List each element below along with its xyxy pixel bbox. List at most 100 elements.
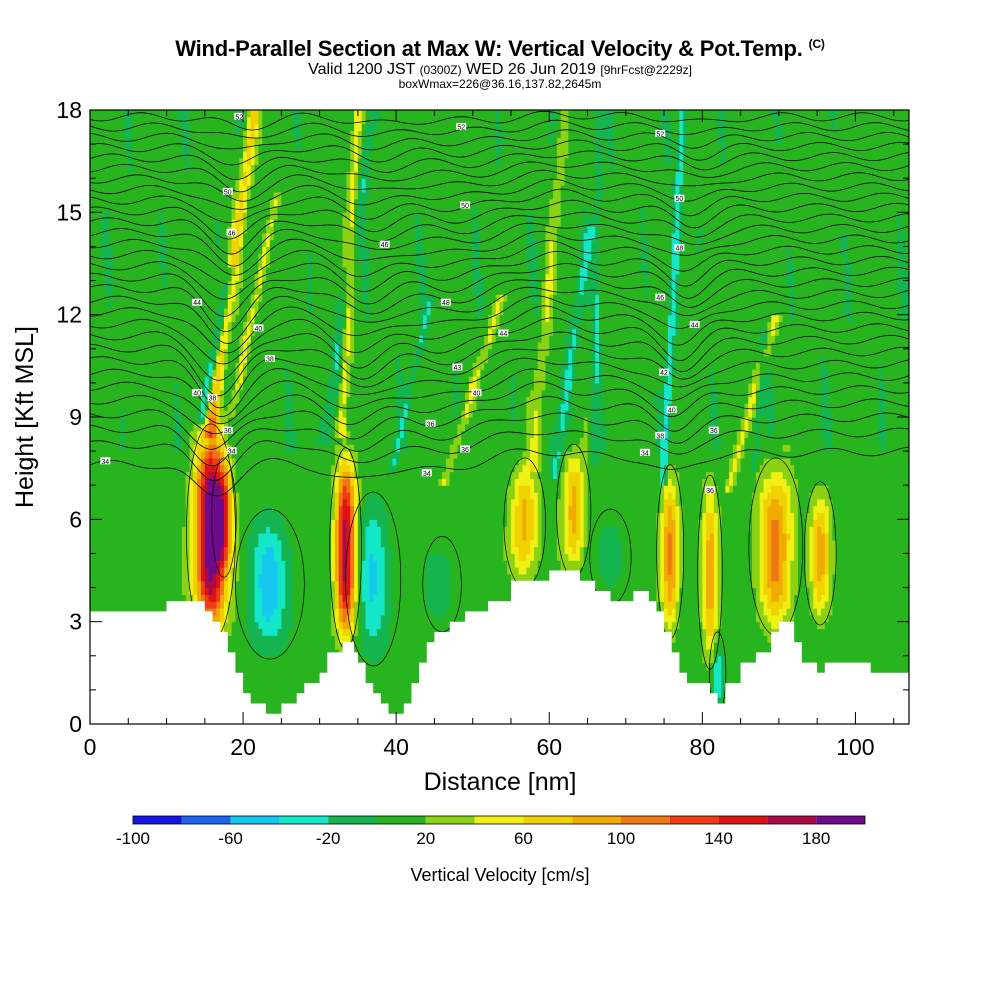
field-cell [243,369,247,376]
field-cell [94,424,98,431]
field-cell [224,308,228,315]
field-cell [109,581,113,588]
field-cell [197,185,201,192]
field-cell [255,601,259,608]
field-cell [101,581,105,588]
field-cell [255,608,259,615]
field-cell [163,513,167,520]
field-cell [144,274,148,281]
field-cell [109,246,113,253]
field-cell [239,553,243,560]
field-cell [121,144,125,151]
field-cell [167,369,171,376]
field-cell [155,403,159,410]
field-cell [101,315,105,322]
field-cell [209,206,213,213]
field-cell [167,581,171,588]
field-cell [163,560,167,567]
field-cell [243,499,247,506]
field-cell [121,472,125,479]
field-cell [167,397,171,404]
field-cell [121,451,125,458]
field-cell [228,267,232,274]
field-cell [243,649,247,656]
field-cell [262,513,266,520]
field-cell [220,144,224,151]
field-cell [251,567,255,574]
field-cell [144,417,148,424]
field-cell [216,267,220,274]
field-cell [262,560,266,567]
field-cell [255,253,259,260]
field-cell [124,581,128,588]
field-cell [105,410,109,417]
field-cell [216,472,220,479]
field-cell [178,472,182,479]
field-cell [190,492,194,499]
field-cell [182,144,186,151]
field-cell [109,560,113,567]
field-cell [197,492,201,499]
field-cell [144,226,148,233]
field-cell [255,444,259,451]
field-cell [140,342,144,349]
field-cell [243,465,247,472]
field-cell [144,594,148,601]
field-cell [178,383,182,390]
field-cell [228,533,232,540]
field-cell [128,206,132,213]
field-cell [163,526,167,533]
field-cell [182,567,186,574]
field-cell [201,540,205,547]
field-cell [121,581,125,588]
field-cell [262,683,266,690]
field-cell [209,594,213,601]
field-cell [109,444,113,451]
field-cell [144,397,148,404]
field-cell [144,287,148,294]
field-cell [151,390,155,397]
field-cell [132,342,136,349]
field-cell [258,465,262,472]
field-cell [262,649,266,656]
field-cell [205,185,209,192]
field-cell [262,485,266,492]
field-cell [201,574,205,581]
field-cell [159,499,163,506]
field-cell [247,642,251,649]
field-cell [239,321,243,328]
field-cell [121,567,125,574]
field-cell [109,601,113,608]
field-cell [159,144,163,151]
field-cell [117,294,121,301]
field-cell [212,301,216,308]
field-cell [220,594,224,601]
field-cell [262,567,266,574]
field-cell [151,601,155,608]
field-cell [178,158,182,165]
field-cell [212,458,216,465]
field-cell [235,219,239,226]
field-cell [151,178,155,185]
field-cell [144,451,148,458]
field-cell [178,588,182,595]
field-cell [94,199,98,206]
field-cell [90,499,94,506]
field-cell [121,117,125,124]
field-cell [98,206,102,213]
field-cell [247,547,251,554]
field-cell [159,485,163,492]
field-cell [224,144,228,151]
field-cell [255,383,259,390]
field-cell [144,547,148,554]
field-cell [144,308,148,315]
field-cell [220,492,224,499]
field-cell [128,342,132,349]
field-cell [232,171,236,178]
field-cell [117,499,121,506]
field-cell [182,253,186,260]
field-cell [193,117,197,124]
field-cell [94,110,98,117]
field-cell [209,424,213,431]
field-cell [128,540,132,547]
